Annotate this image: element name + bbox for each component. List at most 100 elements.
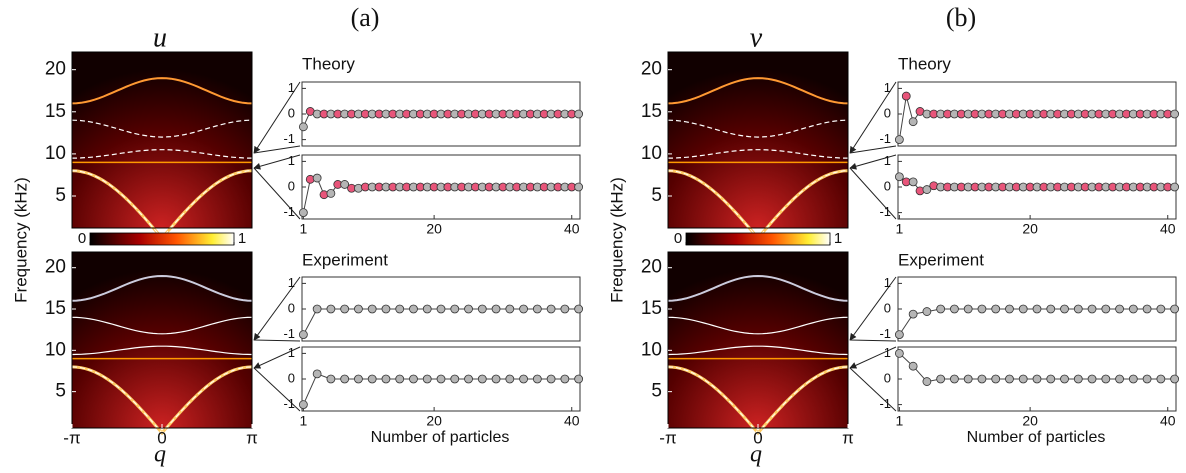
data-point [298, 330, 308, 340]
data-point [1170, 304, 1180, 314]
y-tick-label: 1 [884, 80, 891, 95]
y-axis-title: Frequency (kHz) [607, 177, 626, 303]
x-axis-title: q [750, 442, 762, 468]
y-tick-label: 10 [45, 143, 66, 164]
band-curve [71, 366, 253, 434]
data-point [464, 304, 473, 314]
data-point [1032, 304, 1042, 314]
data-point [491, 374, 501, 384]
y-tick-label: 0 [884, 370, 891, 385]
y-tick-label: 10 [641, 143, 662, 164]
data-point [464, 374, 473, 384]
data-point [422, 374, 432, 384]
data-point [340, 374, 350, 384]
data-point [312, 369, 322, 379]
data-point [977, 374, 987, 384]
data-point [1005, 304, 1014, 314]
data-point [409, 374, 418, 384]
data-point [532, 374, 542, 384]
y-tick-label: 1 [288, 275, 295, 290]
band-curve [71, 316, 253, 335]
y-tick-label: -1 [283, 204, 295, 219]
y-tick-label: 5 [651, 185, 662, 206]
data-point [1046, 374, 1056, 384]
data-point [436, 374, 446, 384]
data-point [409, 304, 418, 314]
x-tick-label: 20 [426, 221, 442, 237]
data-point [546, 374, 556, 384]
y-tick-label: 5 [55, 185, 66, 206]
data-point [546, 304, 556, 314]
data-point [1142, 304, 1152, 314]
connector [849, 367, 897, 412]
connector [253, 167, 301, 220]
data-point [1018, 374, 1028, 384]
data-point [354, 374, 363, 384]
heatmap [72, 252, 252, 428]
data-point [950, 304, 959, 314]
y-tick-label: 0 [884, 178, 891, 193]
band-curve [667, 366, 849, 434]
data-point [298, 208, 308, 218]
data-point [894, 348, 904, 358]
y-tick-label: -1 [283, 326, 295, 341]
y-tick-label: -1 [879, 396, 891, 411]
x-tick-label: 40 [1160, 413, 1176, 429]
colorbar-tick-label: 0 [674, 230, 682, 247]
theory-label: Theory [898, 54, 951, 73]
data-point [436, 304, 446, 314]
data-point [574, 304, 584, 314]
data-point [1156, 374, 1166, 384]
connector [849, 167, 897, 220]
band-curve [667, 77, 849, 105]
data-point [908, 309, 918, 319]
y-tick-label: 15 [45, 101, 66, 122]
data-point [977, 304, 987, 314]
data-point [1005, 374, 1014, 384]
data-point [1142, 374, 1152, 384]
y-tick-label: 15 [45, 298, 66, 319]
connector [253, 346, 301, 369]
y-tick-label: 20 [641, 257, 662, 278]
x-tick-label: -π [659, 428, 676, 447]
x-tick-label: 20 [1022, 221, 1038, 237]
band-curve [71, 119, 253, 138]
y-tick-label: 0 [884, 300, 891, 315]
data-point [574, 182, 584, 192]
y-tick-label: 15 [641, 298, 662, 319]
band-curve [71, 345, 253, 356]
data-point [1087, 304, 1097, 314]
data-point [312, 173, 322, 183]
heatmap [668, 252, 848, 428]
y-tick-label: 10 [45, 339, 66, 360]
y-tick-label: 10 [641, 339, 662, 360]
data-point [505, 304, 515, 314]
band-curve [667, 345, 849, 356]
heatmap [72, 52, 252, 228]
experiment-label: Experiment [302, 250, 388, 269]
panel-label: (b) [946, 3, 976, 32]
y-tick-label: 20 [641, 59, 662, 80]
y-tick-label: 1 [884, 275, 891, 290]
data-point [950, 374, 959, 384]
component-label: v [750, 22, 763, 53]
y-tick-label: 1 [884, 153, 891, 168]
data-point [991, 304, 1001, 314]
data-point [450, 304, 460, 314]
data-point [1128, 374, 1138, 384]
data-point [450, 374, 460, 384]
data-point [340, 180, 350, 189]
x-tick-label: -π [63, 428, 80, 447]
colorbar-tick-label: 1 [238, 230, 246, 247]
frame [667, 51, 849, 229]
x-tick-label: π [842, 428, 854, 447]
x-tick-label: 1 [895, 221, 903, 237]
frame [71, 51, 253, 229]
connector [849, 346, 897, 369]
data-point [1115, 304, 1124, 314]
data-point [298, 122, 308, 132]
y-tick-label: 1 [288, 153, 295, 168]
data-point [894, 330, 904, 340]
colorbar [685, 232, 831, 246]
